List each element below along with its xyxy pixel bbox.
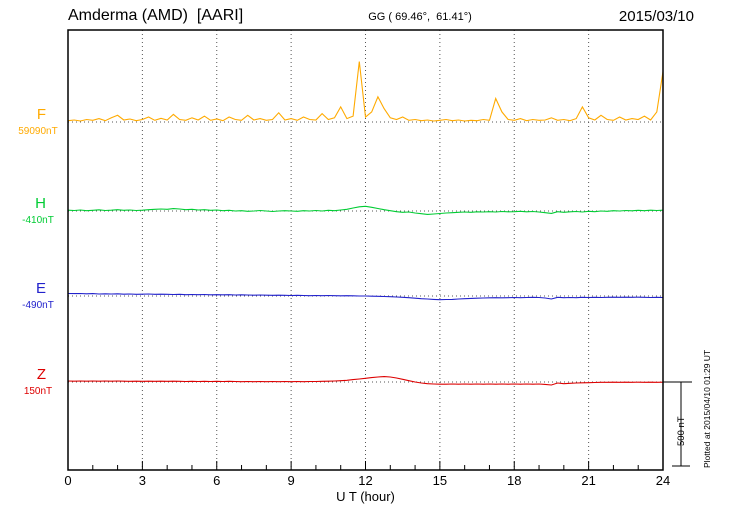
series-baseline-E: -490nT (22, 300, 54, 311)
plot-date: 2015/03/10 (618, 8, 694, 25)
trace-E (67, 292, 664, 301)
series-label-H: H (35, 195, 46, 212)
series-baseline-H: -410nT (22, 215, 54, 226)
scale-bar-label: 500 nT (676, 416, 687, 446)
series-label-E: E (35, 280, 46, 297)
x-tick-label: 0 (64, 473, 71, 488)
x-tick-label: 18 (507, 473, 521, 488)
geo-coordinates: GG ( 69.46°, 61.41°) (368, 11, 472, 23)
plotted-timestamp-note: Plotted at 2015/04/10 01:29 UT (702, 349, 712, 468)
series-baseline-F: 59090nT (18, 126, 58, 137)
x-tick-label: 15 (433, 473, 447, 488)
x-tick-label: 24 (656, 473, 670, 488)
x-tick-label: 12 (358, 473, 372, 488)
trace-Z (67, 376, 664, 386)
series-label-F: F (36, 106, 46, 123)
series-label-Z: Z (36, 366, 46, 383)
series-baseline-Z: 150nT (23, 386, 53, 397)
trace-H (67, 205, 664, 215)
x-tick-label: 9 (288, 473, 295, 488)
x-tick-label: 3 (139, 473, 146, 488)
station-title: Amderma (AMD) [AARI] (68, 7, 244, 24)
trace-F (67, 61, 664, 122)
x-tick-label: 21 (581, 473, 595, 488)
x-tick-label: 6 (213, 473, 220, 488)
x-axis-label: U T (hour) (336, 489, 395, 504)
